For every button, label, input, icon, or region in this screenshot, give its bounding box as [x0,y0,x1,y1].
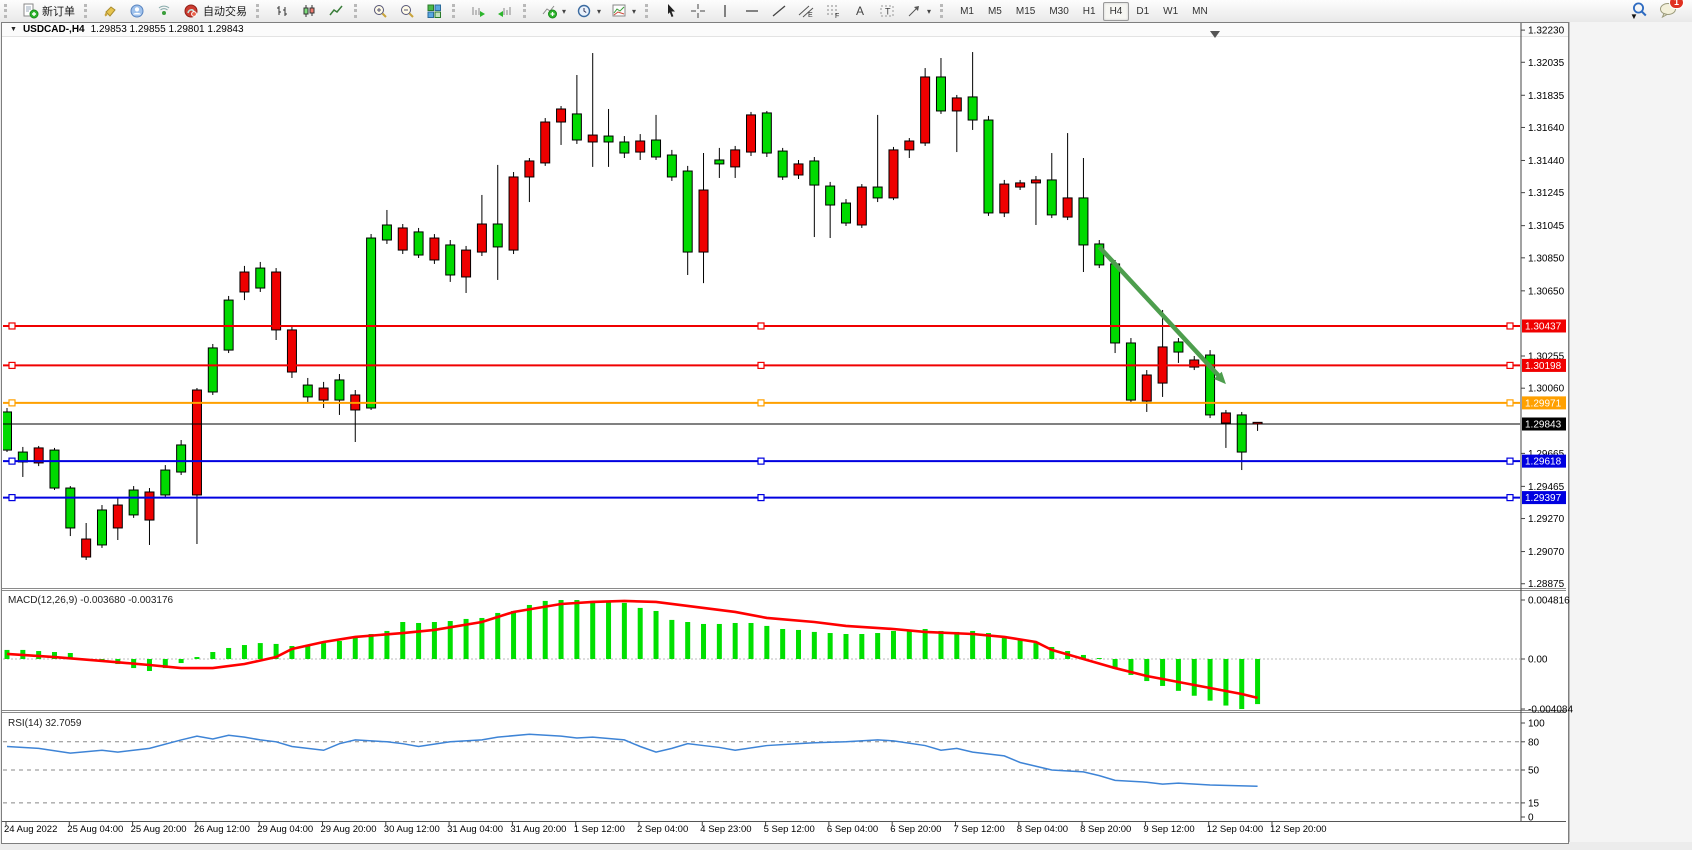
profile-icon [129,3,146,19]
notification-badge: 1 [1668,0,1684,9]
workspace: ▼ USDCAD-,H4 1.29853 1.29855 1.29801 1.2… [0,22,1692,845]
autotrading-button[interactable]: 自动交易 [178,0,252,22]
hline-button[interactable] [739,0,766,22]
toolbar-group-grip [84,4,94,18]
channel-button[interactable]: E [793,0,820,22]
styler-button[interactable] [97,0,124,22]
svg-text:F: F [835,13,839,19]
side-panel-empty [1569,22,1692,842]
crosshair-button[interactable] [685,0,712,22]
timeframe-h1[interactable]: H1 [1082,5,1096,17]
text-button[interactable]: A [847,0,874,22]
channel-icon: E [798,3,815,19]
labelT-icon: T [879,3,896,19]
clock-icon [576,3,593,19]
label-button[interactable]: T [874,0,901,22]
svg-text:T: T [885,7,891,17]
shapes-icon [906,3,923,19]
vline-button[interactable] [712,0,739,22]
timeframe-m15[interactable]: M15 [1015,5,1036,17]
shapes-button[interactable]: ▾ [901,0,936,22]
indicators-icon [541,3,558,19]
toolbar-group-grip [523,4,533,18]
auto-scroll-button[interactable] [465,0,492,22]
signal-icon [156,3,173,19]
new-order-button-label: 新订单 [42,6,75,18]
cursor-icon [663,3,680,19]
dropdown-caret-icon[interactable]: ▾ [597,6,602,16]
autotrading-button-label: 自动交易 [203,6,247,18]
periods-button[interactable]: ▾ [571,0,606,22]
chart-quote-line: 1.29853 1.29855 1.29801 1.29843 [90,24,244,35]
vline-icon [717,3,734,19]
svg-text:A: A [856,4,864,18]
new-order-button[interactable]: 新订单 [17,0,80,22]
shift-icon [497,3,514,19]
fibonacci-button[interactable]: F [820,0,847,22]
paint-icon [102,3,119,19]
toolbar-group-grip [354,4,364,18]
toolbar-group-grip [256,4,266,18]
indicators-button[interactable]: ▾ [536,0,571,22]
dropdown-caret-icon[interactable]: ▾ [927,6,932,16]
bar-chart-button[interactable] [269,0,296,22]
hline-icon [744,3,761,19]
crosshair-icon [690,3,707,19]
toolbar-group-grip [452,4,462,18]
zoom-in-button[interactable] [367,0,394,22]
template-icon [611,3,628,19]
toolbar-group-grip [4,4,14,18]
autotrade-icon [183,3,200,19]
tile-icon [426,3,443,19]
line-chart-button[interactable] [323,0,350,22]
chart-menu-icon[interactable]: ▼ [10,26,17,33]
timeframe-m1[interactable]: M1 [960,5,974,17]
svg-text:E: E [808,12,813,19]
toolbar-group-grip [645,4,655,18]
tile-windows-button[interactable] [421,0,448,22]
textA-icon: A [852,3,869,19]
toolbar-overflow-icon[interactable]: ▼ [1630,12,1638,21]
dropdown-caret-icon[interactable]: ▾ [632,6,637,16]
zoom-out-button[interactable] [394,0,421,22]
timeframe-d1[interactable]: D1 [1136,5,1150,17]
zoomout-icon [399,3,416,19]
linechart-icon [328,3,345,19]
chart-symbol-title: USDCAD-,H4 [22,24,85,35]
main-toolbar: 新订单 自动交易 ▾ ▾ ▾ E F A T ▾ M1 M5 M15 M30 H1 H4 D1 W1 MN 1 [0,0,1692,23]
timeframe-mn[interactable]: MN [1192,5,1208,17]
new-order-icon [22,3,39,19]
chart-title-bar[interactable]: ▼ USDCAD-,H4 1.29853 1.29855 1.29801 1.2… [2,23,1568,37]
cursor-button[interactable] [658,0,685,22]
timeframe-h4[interactable]: H4 [1102,1,1130,21]
community-chat-icon[interactable]: 1 [1659,0,1684,21]
signals-button[interactable] [151,0,178,22]
autoscroll-icon [470,3,487,19]
profile-button[interactable] [124,0,151,22]
search-icon[interactable] [1631,1,1649,21]
fibo-icon: F [825,3,842,19]
dropdown-caret-icon[interactable]: ▾ [562,6,567,16]
trend-icon [771,3,788,19]
timeframe-m30[interactable]: M30 [1049,5,1069,17]
timeframe-m5[interactable]: M5 [987,5,1002,17]
chart-window[interactable]: ▼ USDCAD-,H4 1.29853 1.29855 1.29801 1.2… [1,22,1569,844]
candles-icon [301,3,318,19]
candle-chart-button[interactable] [296,0,323,22]
bars-icon [274,3,291,19]
chart-shift-button[interactable] [492,0,519,22]
templates-button[interactable]: ▾ [606,0,641,22]
timeframe-w1[interactable]: W1 [1163,5,1179,17]
zoomin-icon [372,3,389,19]
trendline-button[interactable] [766,0,793,22]
